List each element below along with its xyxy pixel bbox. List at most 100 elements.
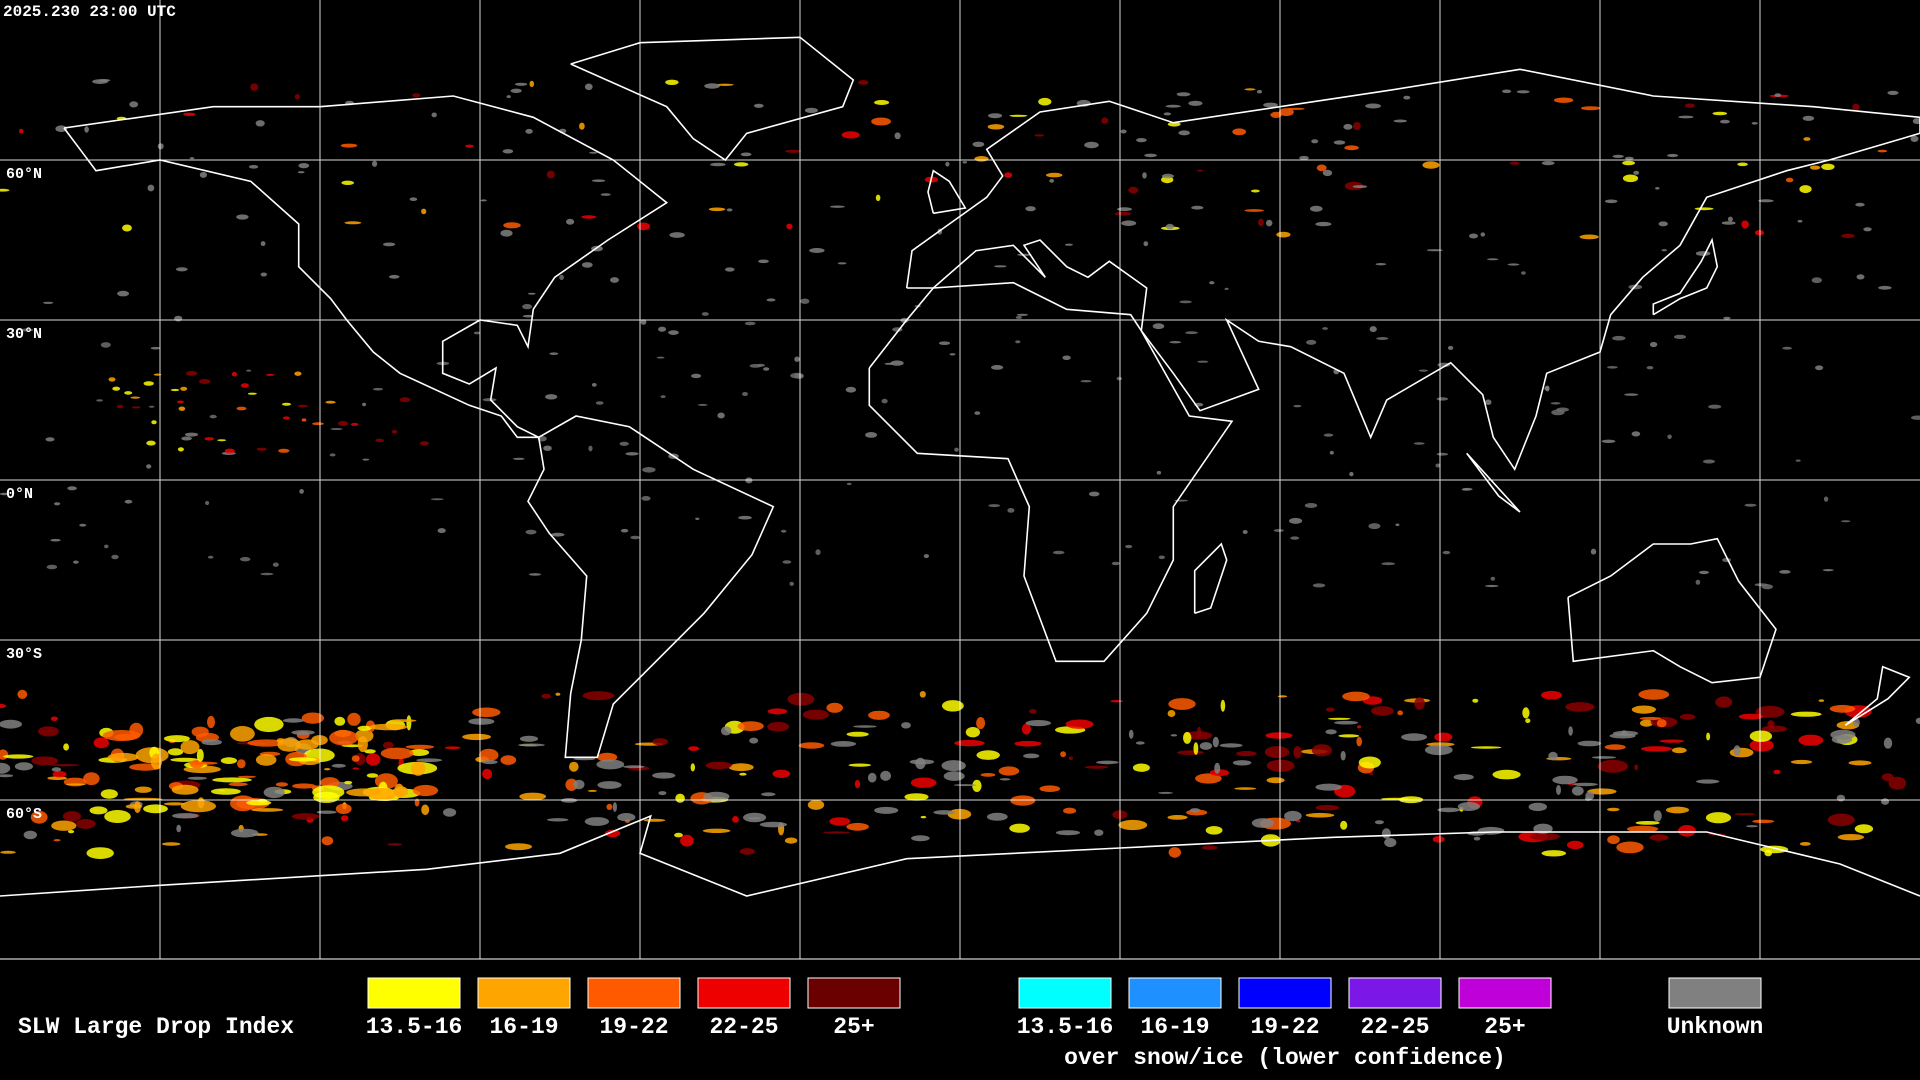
cloud-patch: [596, 759, 625, 770]
cloud-patch: [502, 149, 514, 154]
cloud-patch: [875, 194, 881, 201]
cloud-patch: [1556, 407, 1569, 412]
cloud-patch: [1624, 393, 1639, 396]
cloud-patch: [196, 748, 204, 762]
cloud-patch: [744, 321, 756, 326]
cloud-patch: [1888, 776, 1907, 790]
cloud-patch: [1312, 583, 1326, 588]
cloud-patch: [1509, 161, 1520, 165]
cloud-patch: [1263, 102, 1278, 108]
cloud-patch: [1727, 216, 1733, 222]
cloud-patch: [116, 404, 124, 409]
cloud-patch: [1811, 277, 1823, 284]
cloud-patch: [482, 398, 497, 402]
cloud-patch: [625, 452, 639, 456]
cloud-patch: [943, 771, 965, 781]
legend-swatch: [367, 977, 461, 1009]
cloud-patch: [1755, 705, 1785, 718]
cloud-patch: [462, 733, 491, 741]
cloud-patch: [600, 193, 611, 196]
cloud-patch: [172, 813, 199, 819]
cloud-patch: [299, 489, 304, 494]
cloud-patch: [1306, 339, 1317, 345]
cloud-patch: [1244, 209, 1264, 212]
cloud-patch: [73, 560, 79, 564]
cloud-patch: [1038, 97, 1052, 106]
cloud-patch: [592, 179, 606, 182]
cloud-patch: [107, 752, 139, 762]
cloud-patch: [465, 144, 474, 148]
cloud-patch: [1178, 130, 1190, 136]
cloud-patch: [522, 303, 533, 310]
cloud-patch: [391, 429, 398, 434]
cloud-patch: [550, 532, 565, 537]
cloud-patch: [528, 573, 542, 576]
cloud-patch: [100, 789, 118, 799]
cloud-patch: [669, 232, 685, 238]
cloud-patch: [275, 782, 288, 787]
cloud-patch: [1573, 782, 1598, 787]
cloud-patch: [1744, 503, 1757, 507]
cloud-patch: [743, 812, 767, 823]
legend-label: 22-25: [1360, 1014, 1429, 1040]
cloud-patch: [75, 819, 96, 829]
cloud-patch: [256, 447, 267, 451]
cloud-patch: [1270, 111, 1282, 118]
cloud-patch: [1695, 251, 1711, 256]
cloud-patch: [845, 386, 857, 393]
cloud-patch: [148, 405, 155, 408]
lat-labels: 60°N 30°N 0°N 30°S 60°S: [6, 166, 42, 823]
cloud-patch: [947, 808, 972, 820]
cloud-patch: [809, 248, 825, 253]
cloud-patch: [1601, 439, 1616, 443]
cloud-patch: [1197, 169, 1204, 172]
cloud-patch: [506, 95, 511, 99]
cloud-patch: [965, 727, 981, 738]
cloud-patch: [1401, 733, 1428, 741]
cloud-patch: [207, 715, 215, 729]
cloud-patch: [569, 761, 579, 772]
cloud-patch: [945, 161, 950, 167]
cloud-patch: [1381, 562, 1396, 566]
cloud-patch: [555, 692, 561, 696]
cloud-patch: [848, 763, 872, 767]
cloud-patch: [30, 810, 48, 824]
cloud-patch: [1486, 258, 1499, 261]
cloud-patch: [1436, 452, 1449, 456]
cloud-patch: [1369, 326, 1377, 333]
cloud-patch: [786, 223, 793, 230]
cloud-patch: [739, 848, 755, 855]
cloud-patch: [998, 766, 1020, 776]
cloud-patch: [430, 498, 444, 501]
cloud-patch: [260, 572, 274, 576]
cloud-patch: [357, 725, 372, 731]
cloud-patch: [595, 401, 604, 405]
cloud-patch: [1315, 783, 1342, 791]
cloud-patch: [1649, 341, 1658, 348]
cloud-patch: [1290, 536, 1300, 540]
cloud-patch: [1790, 711, 1822, 717]
cloud-patch: [1852, 103, 1860, 111]
cloud-patch: [1587, 788, 1617, 795]
cloud-patch: [1170, 734, 1178, 737]
cloud-patch: [660, 395, 666, 398]
cloud-patch: [510, 88, 522, 94]
cloud-patch: [175, 267, 188, 272]
cloud-patch: [522, 314, 534, 318]
cloud-patch: [1199, 742, 1213, 750]
cloud-patch: [505, 843, 532, 851]
cloud-patch: [701, 312, 709, 316]
cloud-patch: [1815, 365, 1824, 371]
cloud-patch: [383, 242, 396, 247]
cloud-patch: [1189, 808, 1201, 813]
cloud-patch: [652, 738, 669, 746]
cloud-patch: [0, 703, 7, 709]
cloud-patch: [1242, 530, 1248, 534]
cloud-patch: [1251, 189, 1260, 193]
cloud-patch: [1125, 544, 1133, 549]
cloud-patch: [1556, 785, 1561, 795]
cloud-patch: [742, 392, 748, 396]
cloud-patch: [86, 847, 114, 859]
cloud-patch: [1528, 802, 1548, 812]
cloud-patch: [986, 812, 1008, 821]
